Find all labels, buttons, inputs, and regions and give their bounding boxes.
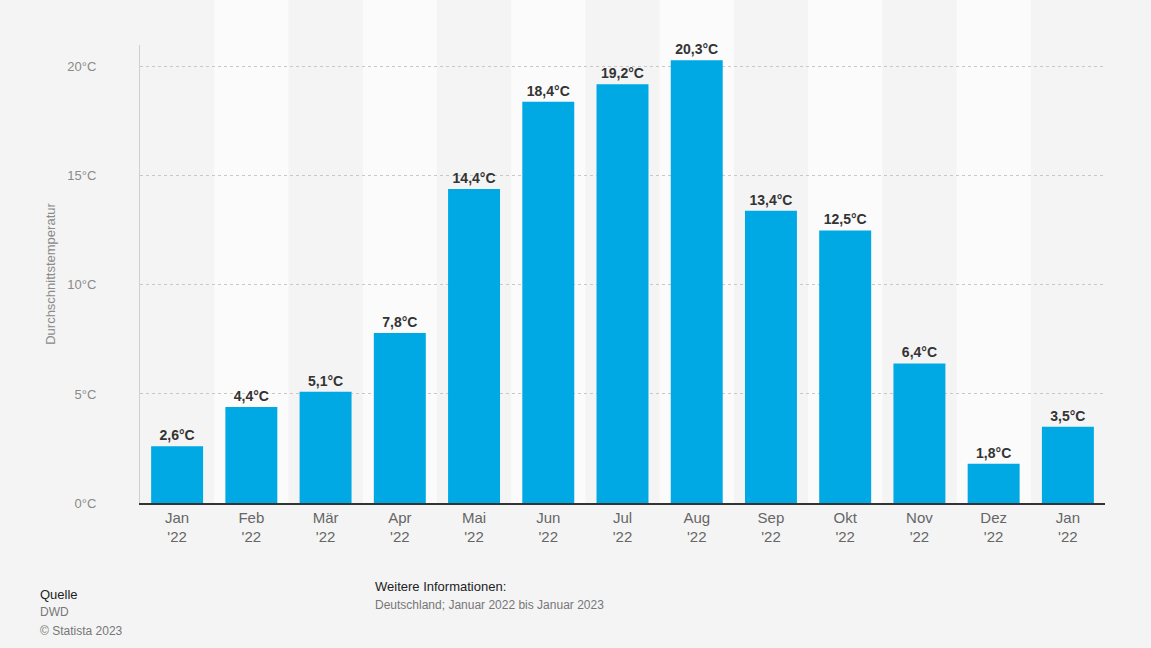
svg-text:7,8°C: 7,8°C bbox=[382, 314, 417, 330]
svg-text:20,3°C: 20,3°C bbox=[675, 41, 718, 57]
svg-text:DWD: DWD bbox=[40, 605, 69, 619]
svg-text:18,4°C: 18,4°C bbox=[527, 83, 570, 99]
svg-text:20°C: 20°C bbox=[67, 59, 96, 74]
svg-text:Aug'22: Aug'22 bbox=[683, 509, 710, 546]
svg-text:Feb'22: Feb'22 bbox=[238, 509, 264, 546]
svg-text:4,4°C: 4,4°C bbox=[234, 388, 269, 404]
svg-text:Jan'22: Jan'22 bbox=[165, 509, 189, 546]
svg-text:5°C: 5°C bbox=[75, 387, 97, 402]
svg-text:13,4°C: 13,4°C bbox=[749, 192, 792, 208]
svg-text:Quelle: Quelle bbox=[40, 587, 78, 602]
svg-text:1,8°C: 1,8°C bbox=[976, 445, 1011, 461]
svg-text:14,4°C: 14,4°C bbox=[453, 170, 496, 186]
svg-text:0°C: 0°C bbox=[75, 496, 97, 511]
svg-text:2,6°C: 2,6°C bbox=[160, 427, 195, 443]
svg-text:Dez'22: Dez'22 bbox=[980, 509, 1007, 546]
svg-text:Apr'22: Apr'22 bbox=[388, 509, 411, 546]
svg-text:10°C: 10°C bbox=[67, 277, 96, 292]
svg-text:Sep'22: Sep'22 bbox=[758, 509, 785, 546]
svg-text:Jun'22: Jun'22 bbox=[536, 509, 560, 546]
svg-text:Jul'22: Jul'22 bbox=[613, 509, 633, 546]
svg-text:12,5°C: 12,5°C bbox=[824, 211, 867, 227]
svg-text:Nov'22: Nov'22 bbox=[906, 509, 933, 546]
svg-text:Durchschnittstemperatur: Durchschnittstemperatur bbox=[43, 203, 58, 345]
svg-text:19,2°C: 19,2°C bbox=[601, 65, 644, 81]
svg-text:Okt'22: Okt'22 bbox=[834, 509, 858, 546]
svg-text:Jan'22: Jan'22 bbox=[1056, 509, 1080, 546]
svg-text:Mär'22: Mär'22 bbox=[313, 509, 339, 546]
svg-text:5,1°C: 5,1°C bbox=[308, 373, 343, 389]
svg-text:6,4°C: 6,4°C bbox=[902, 344, 937, 360]
svg-text:15°C: 15°C bbox=[67, 168, 96, 183]
svg-text:Weitere Informationen:: Weitere Informationen: bbox=[375, 579, 506, 594]
svg-text:3,5°C: 3,5°C bbox=[1050, 408, 1085, 424]
svg-text:Deutschland; Januar 2022 bis J: Deutschland; Januar 2022 bis Januar 2023 bbox=[375, 598, 604, 612]
svg-text:Mai'22: Mai'22 bbox=[462, 509, 486, 546]
svg-text:© Statista 2023: © Statista 2023 bbox=[40, 624, 123, 638]
